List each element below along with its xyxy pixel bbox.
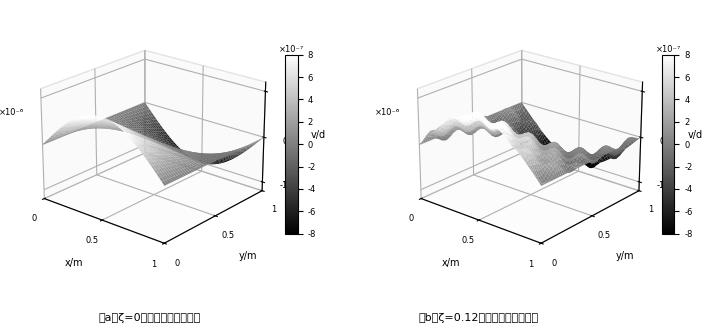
Y-axis label: y/m: y/m: [239, 251, 258, 261]
Text: ×10⁻⁶: ×10⁻⁶: [0, 108, 24, 117]
Title: ×10⁻⁷: ×10⁻⁷: [278, 45, 304, 54]
Text: （a）ζ=0（无退化，无波纹）: （a）ζ=0（无退化，无波纹）: [99, 313, 201, 323]
X-axis label: x/m: x/m: [441, 258, 460, 268]
Text: ×10⁻⁶: ×10⁻⁶: [376, 108, 401, 117]
Y-axis label: y/m: y/m: [616, 251, 635, 261]
Text: （b）ζ=0.12（有退化，有波纹）: （b）ζ=0.12（有退化，有波纹）: [418, 313, 538, 323]
Title: ×10⁻⁷: ×10⁻⁷: [655, 45, 680, 54]
X-axis label: x/m: x/m: [64, 258, 83, 268]
